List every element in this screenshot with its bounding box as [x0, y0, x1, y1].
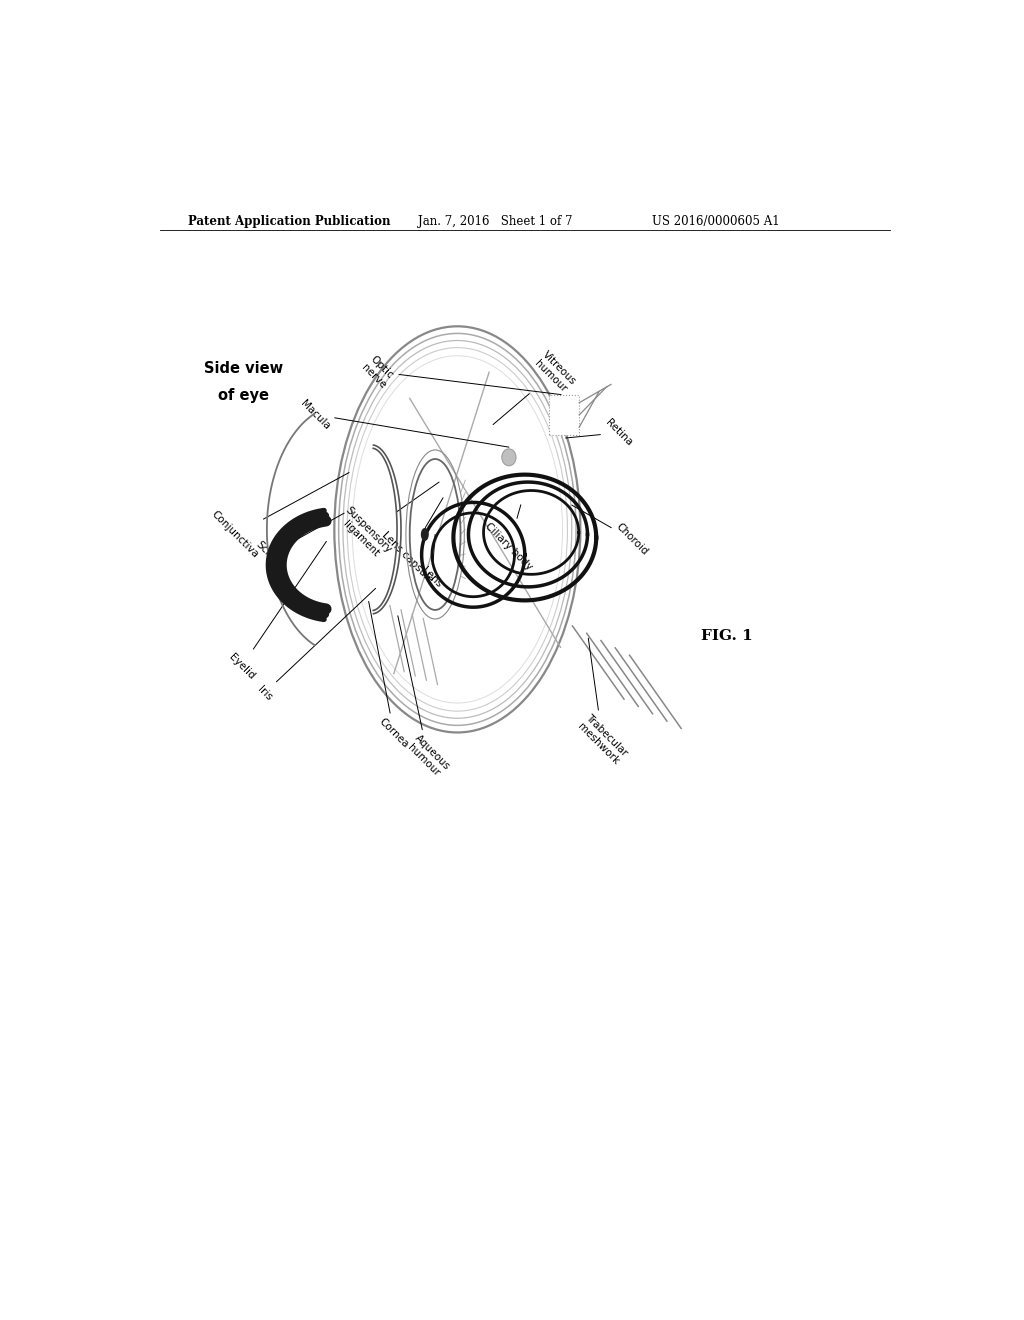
- Text: Iris: Iris: [255, 589, 376, 702]
- Text: Aqueous
humour: Aqueous humour: [397, 615, 452, 780]
- Ellipse shape: [502, 449, 516, 466]
- Text: of eye: of eye: [217, 388, 268, 403]
- Text: Sclera: Sclera: [254, 513, 344, 570]
- Text: Eyelid: Eyelid: [226, 541, 327, 681]
- Text: Choroid: Choroid: [571, 506, 650, 557]
- FancyBboxPatch shape: [549, 395, 580, 436]
- Text: Ciliary body: Ciliary body: [483, 504, 535, 572]
- Text: US 2016/0000605 A1: US 2016/0000605 A1: [652, 215, 779, 228]
- Text: Conjunctiva: Conjunctiva: [210, 473, 349, 560]
- Text: Jan. 7, 2016   Sheet 1 of 7: Jan. 7, 2016 Sheet 1 of 7: [418, 215, 572, 228]
- Text: Macula: Macula: [299, 397, 509, 447]
- Text: Side view: Side view: [204, 362, 283, 376]
- Text: Optic
nerve: Optic nerve: [359, 354, 561, 395]
- Text: Vitreous
humour: Vitreous humour: [494, 348, 578, 425]
- Text: Lens capsule: Lens capsule: [380, 498, 443, 585]
- Ellipse shape: [421, 528, 429, 541]
- Text: Retina: Retina: [565, 417, 634, 447]
- Text: Patent Application Publication: Patent Application Publication: [187, 215, 390, 228]
- Text: Suspensory
ligament: Suspensory ligament: [336, 482, 439, 564]
- Text: Cornea: Cornea: [369, 602, 411, 750]
- Text: Lens: Lens: [420, 535, 444, 589]
- Text: FIG. 1: FIG. 1: [701, 630, 753, 643]
- Text: Trabecular
meshwork: Trabecular meshwork: [575, 638, 630, 767]
